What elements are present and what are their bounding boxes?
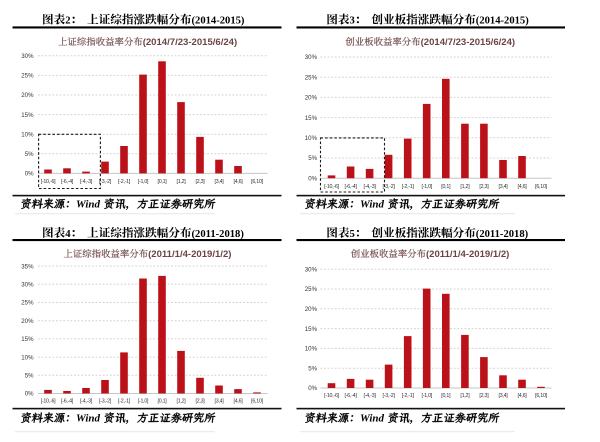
svg-text:[3,4]: [3,4] — [498, 393, 508, 399]
svg-text:[-4,-3]: [-4,-3] — [80, 399, 93, 405]
svg-text:[2,3]: [2,3] — [479, 184, 489, 190]
svg-text:5%: 5% — [308, 365, 317, 372]
svg-text:[-10,-6]: [-10,-6] — [324, 184, 340, 190]
svg-text:5%: 5% — [25, 151, 34, 158]
svg-text:20%: 20% — [305, 95, 318, 102]
svg-text:[0,1]: [0,1] — [157, 399, 167, 405]
svg-text:Wind: Wind — [76, 199, 101, 211]
svg-text:[4,6]: [4,6] — [517, 184, 527, 190]
svg-text:5: 5 — [350, 229, 355, 240]
svg-text:[1,2]: [1,2] — [460, 393, 470, 399]
svg-text:[4,6]: [4,6] — [517, 393, 527, 399]
svg-text:[-6,-4]: [-6,-4] — [61, 399, 74, 405]
svg-text:3: 3 — [350, 16, 355, 27]
svg-text:[6,10]: [6,10] — [535, 393, 548, 399]
svg-text:[-2,-1]: [-2,-1] — [402, 184, 415, 190]
svg-text:4: 4 — [65, 229, 71, 240]
svg-text:5%: 5% — [25, 373, 34, 380]
svg-text:(2014/7/23-2015/6/24): (2014/7/23-2015/6/24) — [143, 37, 237, 48]
svg-text:30%: 30% — [21, 282, 34, 289]
svg-text:[-4,-3]: [-4,-3] — [80, 179, 93, 185]
svg-text:[-10,-6]: [-10,-6] — [324, 393, 340, 399]
svg-text:0%: 0% — [25, 391, 34, 398]
svg-text:[4,6]: [4,6] — [233, 179, 243, 185]
svg-text:5%: 5% — [308, 155, 317, 162]
svg-text:[2,3]: [2,3] — [479, 393, 489, 399]
svg-text:[-6,-4]: [-6,-4] — [345, 184, 358, 190]
svg-text:[-6,-4]: [-6,-4] — [345, 393, 358, 399]
svg-text:[2,3]: [2,3] — [195, 179, 205, 185]
svg-text:0%: 0% — [308, 385, 317, 392]
svg-text:[-4,-3]: [-4,-3] — [364, 393, 377, 399]
svg-text:20%: 20% — [305, 306, 318, 313]
svg-text:[-2,-1]: [-2,-1] — [118, 399, 131, 405]
svg-text:[-6,-4]: [-6,-4] — [61, 179, 74, 185]
svg-text:25%: 25% — [21, 73, 34, 80]
svg-text:30%: 30% — [305, 266, 318, 273]
svg-text:[6,10]: [6,10] — [251, 399, 264, 405]
svg-text:35%: 35% — [21, 263, 34, 270]
svg-text:[1,2]: [1,2] — [176, 399, 186, 405]
svg-text:[-1,0]: [-1,0] — [138, 399, 149, 405]
svg-text:25%: 25% — [305, 286, 318, 293]
svg-text:[-10,-6]: [-10,-6] — [41, 179, 57, 185]
svg-text:[6,10]: [6,10] — [535, 184, 548, 190]
svg-text:Wind: Wind — [360, 199, 385, 211]
svg-text:25%: 25% — [21, 300, 34, 307]
svg-text:[-2,-1]: [-2,-1] — [402, 393, 415, 399]
svg-text:[-10,-6]: [-10,-6] — [41, 399, 57, 405]
svg-text:10%: 10% — [21, 354, 34, 361]
svg-text:[-2,-1]: [-2,-1] — [118, 179, 131, 185]
svg-text:15%: 15% — [21, 112, 34, 119]
svg-text:[-3,-2]: [-3,-2] — [99, 179, 112, 185]
svg-text:[-3,-2]: [-3,-2] — [99, 399, 112, 405]
svg-text:10%: 10% — [305, 346, 318, 353]
svg-text:[-1,0]: [-1,0] — [422, 393, 433, 399]
svg-text:10%: 10% — [21, 131, 34, 138]
svg-text:20%: 20% — [21, 318, 34, 325]
svg-text:[-1,0]: [-1,0] — [422, 184, 433, 190]
svg-text:0%: 0% — [308, 175, 317, 182]
svg-text:Wind: Wind — [360, 413, 385, 425]
svg-text:[-3,-2]: [-3,-2] — [383, 184, 396, 190]
svg-text:(2014/7/23-2015/6/24): (2014/7/23-2015/6/24) — [421, 37, 515, 48]
svg-text:(2011/1/4-2019/1/2): (2011/1/4-2019/1/2) — [148, 249, 231, 260]
svg-text:30%: 30% — [21, 53, 34, 60]
svg-text:15%: 15% — [305, 115, 318, 122]
svg-text:[3,4]: [3,4] — [214, 179, 224, 185]
svg-text:15%: 15% — [305, 326, 318, 333]
svg-text:Wind: Wind — [76, 413, 101, 425]
svg-text:[3,4]: [3,4] — [214, 399, 224, 405]
svg-text:[2,3]: [2,3] — [195, 399, 205, 405]
svg-text:[-4,-3]: [-4,-3] — [364, 184, 377, 190]
svg-text:0%: 0% — [25, 171, 34, 178]
svg-text:2: 2 — [65, 16, 70, 27]
svg-text:[0,1]: [0,1] — [157, 179, 167, 185]
svg-text:[-3,-2]: [-3,-2] — [383, 393, 396, 399]
svg-text:[1,2]: [1,2] — [460, 184, 470, 190]
svg-text:[6,10]: [6,10] — [251, 179, 264, 185]
svg-text:[0,1]: [0,1] — [441, 393, 451, 399]
svg-text:(2014-2015): (2014-2015) — [476, 16, 529, 27]
svg-text:(2014-2015): (2014-2015) — [192, 16, 245, 27]
svg-text:(2011-2018): (2011-2018) — [476, 229, 529, 240]
svg-text:30%: 30% — [305, 54, 318, 61]
svg-text:[1,2]: [1,2] — [176, 179, 186, 185]
svg-text:[0,1]: [0,1] — [441, 184, 451, 190]
svg-text:25%: 25% — [305, 74, 318, 81]
svg-text:20%: 20% — [21, 92, 34, 99]
svg-text:[3,4]: [3,4] — [498, 184, 508, 190]
svg-text:[4,6]: [4,6] — [233, 399, 243, 405]
svg-text:[-1,0]: [-1,0] — [138, 179, 149, 185]
svg-text:(2011/1/4-2019/1/2): (2011/1/4-2019/1/2) — [426, 249, 509, 260]
svg-text:15%: 15% — [21, 336, 34, 343]
svg-text:10%: 10% — [305, 135, 318, 142]
svg-text:(2011-2018): (2011-2018) — [192, 229, 245, 240]
